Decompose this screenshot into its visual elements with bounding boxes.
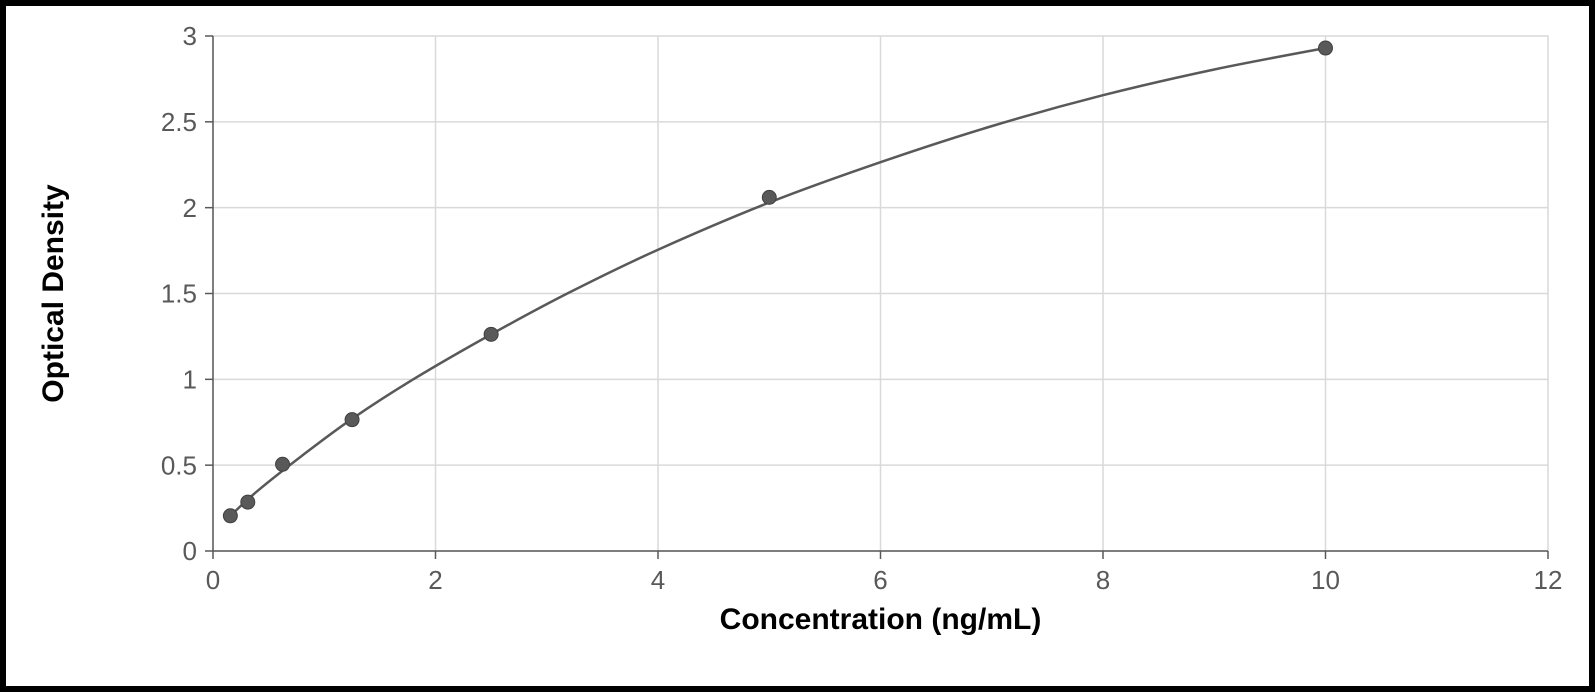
- data-point: [1318, 41, 1332, 55]
- data-point: [345, 413, 359, 427]
- y-tick-label: 1.5: [160, 279, 196, 309]
- data-point: [484, 327, 498, 341]
- chart-frame: 0 2 4 6 8 10 12 0 0.5 1 1.5 2 2.5 3 Concentration (ng/…: [0, 0, 1595, 692]
- y-tick-label: 1: [182, 364, 196, 394]
- data-point: [275, 457, 289, 471]
- data-point: [762, 190, 776, 204]
- x-tick-label: 10: [1311, 565, 1340, 595]
- x-tick-label: 4: [650, 565, 664, 595]
- y-axis-label: Optical Density: [37, 184, 70, 403]
- x-tick-label: 0: [205, 565, 219, 595]
- x-axis-label: Concentration (ng/mL): [719, 603, 1041, 636]
- y-tick-label: 0: [182, 536, 196, 566]
- x-tick-label: 2: [428, 565, 442, 595]
- x-tick-label: 12: [1533, 565, 1562, 595]
- data-point: [240, 495, 254, 509]
- y-tick-label: 2: [182, 193, 196, 223]
- y-tick-label: 0.5: [160, 450, 196, 480]
- chart-container: 0 2 4 6 8 10 12 0 0.5 1 1.5 2 2.5 3 Concentration (ng/…: [18, 16, 1578, 676]
- y-tick-label: 3: [182, 21, 196, 51]
- data-point: [223, 509, 237, 523]
- x-tick-label: 8: [1095, 565, 1109, 595]
- optical-density-chart: 0 2 4 6 8 10 12 0 0.5 1 1.5 2 2.5 3 Concentration (ng/…: [18, 16, 1578, 676]
- x-tick-label: 6: [873, 565, 887, 595]
- y-tick-label: 2.5: [160, 107, 196, 137]
